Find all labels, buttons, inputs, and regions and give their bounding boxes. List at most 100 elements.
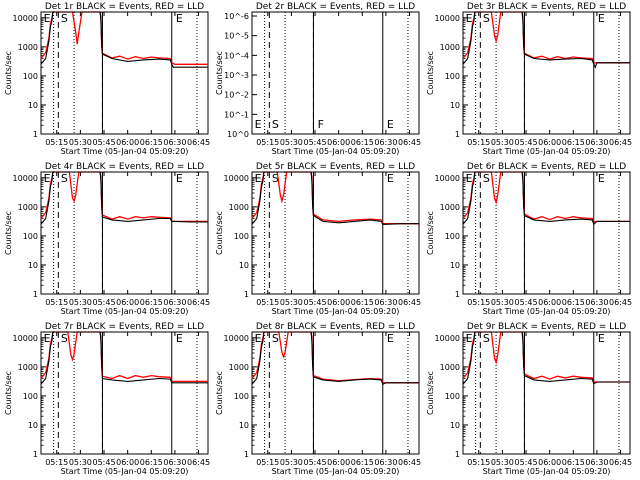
interval-letter: S [272, 118, 279, 131]
x-tick-label: 05:45 [514, 298, 537, 307]
x-tick-label: 06:00 [327, 458, 350, 467]
interval-letter: S [272, 172, 279, 185]
interval-letter: S [61, 172, 68, 185]
interval-letter: E [387, 332, 394, 345]
panel-title: Det 4r BLACK = Events, RED = LLD [45, 162, 204, 172]
x-tick-label: 06:15 [562, 298, 585, 307]
panel-title: Det 3r BLACK = Events, RED = LLD [467, 2, 626, 12]
y-tick-label: 1 [33, 290, 38, 299]
y-tick-label: 100 [445, 72, 460, 81]
y-tick-label: 1 [455, 130, 460, 139]
x-tick-label: 05:30 [69, 298, 92, 307]
x-tick-label: 05:15 [467, 138, 490, 147]
events-series-line [462, 171, 630, 226]
y-tick-label: 10 [450, 421, 460, 430]
x-tick-label: 05:15 [256, 138, 279, 147]
x-tick-label: 05:15 [467, 298, 490, 307]
y-tick-label: 1000 [229, 363, 249, 372]
interval-letter: S [483, 172, 490, 185]
x-axis-label: Start Time (05-Jan-04 05:09:20) [61, 467, 189, 476]
x-tick-label: 06:45 [398, 298, 421, 307]
y-tick-label: 100 [445, 232, 460, 241]
x-tick-label: 06:45 [609, 458, 632, 467]
interval-letter: E [466, 172, 473, 185]
interval-letter: E [44, 332, 51, 345]
x-tick-label: 06:15 [351, 458, 374, 467]
interval-letter: E [255, 172, 262, 185]
y-tick-label: 10000 [435, 14, 460, 23]
x-tick-label: 05:45 [303, 298, 326, 307]
x-tick-label: 05:45 [92, 458, 115, 467]
y-tick-label: 1 [455, 290, 460, 299]
y-tick-label: 10000 [13, 14, 38, 23]
x-tick-label: 05:30 [491, 138, 514, 147]
y-tick-label: 1000 [18, 203, 38, 212]
x-tick-label: 05:45 [303, 458, 326, 467]
x-tick-label: 06:15 [351, 138, 374, 147]
x-tick-label: 06:30 [374, 458, 397, 467]
y-tick-label: 1 [244, 450, 249, 459]
x-tick-label: 06:00 [538, 298, 561, 307]
events-series-line [251, 171, 419, 225]
interval-letter: E [387, 172, 394, 185]
x-tick-label: 06:30 [163, 458, 186, 467]
y-axis-label: Counts/sec [4, 51, 13, 95]
x-tick-label: 06:30 [585, 138, 608, 147]
x-tick-label: 06:00 [327, 138, 350, 147]
interval-letter: F [318, 118, 324, 131]
x-tick-label: 06:45 [609, 298, 632, 307]
y-tick-label: 10^0 [227, 130, 249, 139]
events-series-line [40, 11, 208, 68]
y-tick-label: 10 [239, 421, 249, 430]
x-tick-label: 06:15 [562, 458, 585, 467]
x-axis-label: Start Time (05-Jan-04 05:09:20) [61, 147, 189, 156]
interval-letter: E [176, 172, 183, 185]
interval-letter: E [44, 172, 51, 185]
plot-frame [40, 331, 209, 455]
y-axis-label: Counts/sec [426, 51, 435, 95]
x-tick-label: 06:00 [327, 298, 350, 307]
y-tick-label: 1000 [18, 43, 38, 52]
y-axis-label: Counts/sec [215, 371, 224, 415]
y-tick-label: 10 [450, 101, 460, 110]
y-tick-label: 10000 [13, 334, 38, 343]
x-tick-label: 05:15 [45, 458, 68, 467]
y-tick-label: 10000 [224, 174, 249, 183]
events-series-line [40, 171, 208, 225]
detector-panel: Det 2r BLACK = Events, RED = LLD 05:15 05:… [215, 2, 421, 156]
x-tick-label: 05:30 [69, 138, 92, 147]
y-tick-label: 10000 [435, 174, 460, 183]
y-axis-label: Counts/sec [426, 371, 435, 415]
x-tick-label: 06:45 [609, 138, 632, 147]
plot-frame [251, 11, 420, 135]
interval-letter: S [483, 332, 490, 345]
x-tick-label: 05:45 [92, 138, 115, 147]
x-axis-label: Start Time (05-Jan-04 05:09:20) [483, 467, 611, 476]
x-tick-label: 06:45 [187, 138, 210, 147]
x-tick-label: 05:30 [280, 458, 303, 467]
interval-letter: E [598, 12, 605, 25]
x-tick-label: 06:30 [374, 138, 397, 147]
y-tick-label: 100 [234, 232, 249, 241]
x-tick-label: 06:30 [163, 298, 186, 307]
x-tick-label: 05:30 [280, 138, 303, 147]
x-axis-label: Start Time (05-Jan-04 05:09:20) [272, 147, 400, 156]
x-tick-label: 05:15 [45, 138, 68, 147]
panel-title: Det 5r BLACK = Events, RED = LLD [256, 162, 415, 172]
interval-letter: S [61, 12, 68, 25]
events-series-line [251, 331, 419, 386]
y-tick-label: 10^-6 [224, 12, 249, 21]
y-tick-label: 10 [28, 261, 38, 270]
panel-title: Det 2r BLACK = Events, RED = LLD [256, 2, 415, 12]
x-tick-label: 06:45 [398, 138, 421, 147]
y-tick-label: 100 [234, 392, 249, 401]
panel-title: Det 9r BLACK = Events, RED = LLD [467, 322, 626, 332]
x-tick-label: 06:30 [585, 298, 608, 307]
y-tick-label: 10^-2 [224, 91, 249, 100]
events-series-line [40, 331, 208, 385]
